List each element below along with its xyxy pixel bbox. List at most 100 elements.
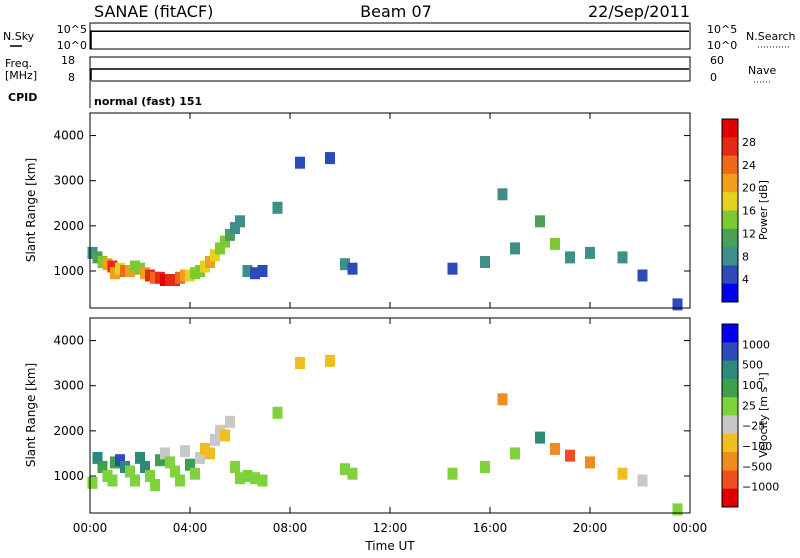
power-cells — [87, 152, 683, 311]
cpid-text: normal (fast) 151 — [94, 95, 202, 108]
velocity-cell — [190, 467, 200, 480]
velocity-colorbar-segment — [722, 342, 738, 362]
freq-label-2: [MHz] — [5, 69, 37, 82]
power-colorbar-segment — [722, 283, 738, 303]
velocity-cell — [340, 463, 350, 476]
velocity-cell — [155, 454, 165, 467]
velocity-x-tick-label: 00:00 — [673, 521, 708, 535]
power-cell — [617, 251, 628, 264]
power-colorbar-segment — [722, 155, 738, 175]
velocity-cell — [115, 454, 125, 467]
velocity-cell — [565, 449, 575, 462]
velocity-colorbar-label: Velocity [m s⁻¹] — [757, 372, 770, 457]
power-cell — [220, 235, 230, 248]
power-cell — [242, 265, 253, 277]
velocity-cell — [130, 474, 140, 487]
power-panel: 4000 3000 2000 1000 Slant Range [km] 28 24 20… — [24, 112, 770, 311]
power-cell — [637, 269, 648, 282]
nsky-panel: N.Sky 10^5 10^0 10^5 10^0 N.Search — [3, 22, 796, 52]
velocity-colorbar-segment — [722, 470, 738, 490]
velocity-cell — [220, 429, 230, 442]
velocity-cell — [87, 476, 98, 489]
nsky-trace — [90, 30, 689, 49]
velocity-cell — [535, 431, 545, 444]
velocity-colorbar-segment — [722, 397, 738, 416]
power-y-ticks: 4000 3000 2000 1000 — [53, 129, 690, 278]
velocity-cell — [165, 456, 175, 469]
velocity-colorbar-tick: 500 — [742, 359, 763, 372]
power-colorbar-segment — [722, 228, 738, 248]
power-cell — [215, 242, 225, 255]
power-cell — [497, 188, 508, 201]
power-cell — [347, 262, 358, 275]
velocity-cell — [195, 451, 205, 464]
velocity-cell — [205, 447, 215, 460]
velocity-ylabel: Slant Range [km] — [24, 363, 38, 467]
velocity-x-ticks: 00:00 04:00 08:00 12:00 16:00 20:00 00:00 — [73, 318, 708, 535]
velocity-x-tick-label: 04:00 — [173, 521, 208, 535]
velocity-cell — [447, 467, 458, 480]
nsky-tick-bottom: 10^0 — [57, 39, 87, 52]
velocity-cell — [160, 447, 170, 460]
power-cell — [510, 242, 520, 255]
nave-label: Nave — [748, 64, 776, 77]
power-cell — [225, 228, 235, 241]
velocity-x-tick-label: 20:00 — [573, 521, 608, 535]
freq-tick-top: 18 — [61, 54, 75, 67]
power-cell — [295, 156, 305, 169]
power-cell — [585, 246, 595, 259]
velocity-colorbar-segment — [722, 433, 738, 453]
power-cell — [272, 201, 283, 214]
power-cell — [535, 215, 545, 228]
power-colorbar-segment — [722, 265, 738, 285]
power-cell — [107, 260, 118, 273]
velocity-colorbar-segment — [722, 488, 738, 508]
velocity-cell — [617, 467, 628, 480]
velocity-cell — [150, 479, 160, 491]
velocity-cell — [347, 467, 358, 480]
power-colorbar-tick: 20 — [742, 182, 756, 195]
power-colorbar-segment — [722, 137, 738, 157]
velocity-cell — [225, 415, 235, 428]
freq-trace — [90, 68, 689, 80]
velocity-cell — [135, 451, 145, 464]
velocity-cell — [180, 445, 190, 458]
velocity-colorbar: 1000 500 100 25 −25 −100 −500 −1000 — [721, 323, 779, 508]
velocity-cell — [272, 406, 283, 419]
velocity-x-tick-label: 00:00 — [73, 521, 108, 535]
velocity-cell — [235, 472, 245, 485]
power-colorbar-tick: 24 — [742, 159, 756, 172]
velocity-cell — [185, 458, 195, 471]
nsearch-label: N.Search — [746, 30, 796, 43]
date-title: 22/Sep/2011 — [588, 2, 690, 21]
velocity-cell — [140, 461, 150, 473]
power-cell — [340, 258, 350, 271]
power-colorbar-tick: 4 — [742, 273, 749, 286]
velocity-cell — [257, 474, 268, 487]
velocity-cell — [97, 461, 108, 473]
freq-tick-bottom: 8 — [68, 71, 75, 84]
nsky-label: N.Sky — [3, 30, 35, 43]
velocity-colorbar-segment — [722, 324, 738, 343]
velocity-x-tick-label: 16:00 — [473, 521, 508, 535]
velocity-y-tick-label: 1000 — [53, 469, 84, 483]
velocity-colorbar-segment — [722, 360, 738, 380]
power-cell — [205, 256, 215, 268]
nsky-tick-top: 10^5 — [57, 23, 87, 36]
power-cell — [210, 249, 220, 262]
velocity-colorbar-tick: 25 — [742, 399, 756, 412]
velocity-cell — [497, 393, 508, 406]
velocity-y-tick-label: 4000 — [53, 334, 84, 348]
power-cell — [447, 262, 458, 275]
velocity-cell — [175, 474, 185, 487]
power-colorbar-tick: 8 — [742, 250, 749, 263]
velocity-y-tick-label: 2000 — [53, 424, 84, 438]
power-y-tick-label: 1000 — [53, 264, 84, 278]
velocity-cell — [145, 470, 155, 482]
power-colorbar-segment — [722, 247, 738, 266]
velocity-panel: 4000 3000 2000 1000 00:00 04:00 08:00 12:00 16:… — [24, 317, 779, 535]
station-title: SANAE (fitACF) — [94, 2, 213, 21]
velocity-y-ticks: 4000 3000 2000 1000 — [53, 334, 690, 483]
nave-tick-bottom: 0 — [710, 71, 717, 84]
